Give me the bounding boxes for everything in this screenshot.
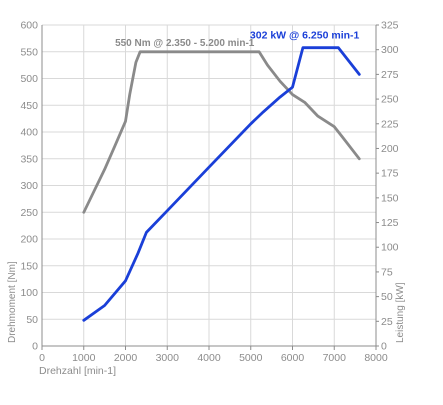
y-left-tick-label: 450 (20, 100, 38, 112)
x-tick-label: 4000 (197, 352, 221, 364)
y-left-tick-label: 300 (20, 180, 38, 192)
x-tick-label: 5000 (239, 352, 263, 364)
y-right-tick-label: 325 (381, 20, 399, 32)
y-left-tick-label: 100 (20, 287, 38, 299)
x-axis-title: Drehzahl [min-1] (39, 365, 116, 377)
y-left-tick-label: 50 (26, 314, 38, 326)
y-right-tick-label: 125 (381, 217, 399, 229)
x-tick-label: 1000 (72, 352, 96, 364)
x-tick-label: 7000 (323, 352, 347, 364)
y-right-tick-label: 175 (381, 168, 399, 180)
x-tick-label: 2000 (114, 352, 138, 364)
y-right-tick-label: 75 (381, 266, 393, 278)
axes (42, 25, 379, 350)
x-tick-label: 3000 (156, 352, 180, 364)
power-peak-annotation: 302 kW @ 6.250 min-1 (250, 30, 360, 42)
y-right-tick-label: 0 (381, 341, 387, 353)
y-left-tick-label: 200 (20, 234, 38, 246)
grid (42, 25, 376, 346)
y-left-tick-label: 550 (20, 46, 38, 58)
y-right-axis-title: Leistung [kW] (395, 282, 406, 343)
x-tick-label: 6000 (281, 352, 305, 364)
x-tick-label: 8000 (364, 352, 388, 364)
y-left-tick-label: 350 (20, 153, 38, 165)
x-tick-label: 0 (39, 352, 45, 364)
y-right-tick-label: 250 (381, 94, 399, 106)
y-right-tick-label: 50 (381, 291, 393, 303)
y-left-tick-label: 0 (32, 341, 38, 353)
y-right-tick-label: 200 (381, 143, 399, 155)
y-left-tick-label: 600 (20, 20, 38, 32)
y-right-tick-label: 225 (381, 118, 399, 130)
y-left-tick-label: 500 (20, 73, 38, 85)
y-right-tick-label: 25 (381, 316, 393, 328)
y-left-tick-label: 150 (20, 260, 38, 272)
y-right-tick-label: 100 (381, 242, 399, 254)
y-left-tick-label: 400 (20, 127, 38, 139)
y-right-tick-label: 300 (381, 44, 399, 56)
y-right-tick-label: 275 (381, 69, 399, 81)
torque-peak-annotation: 550 Nm @ 2.350 - 5.200 min-1 (115, 38, 255, 49)
y-right-tick-label: 150 (381, 192, 399, 204)
y-left-axis-title: Drehmoment [Nm] (7, 261, 18, 343)
y-left-tick-label: 250 (20, 207, 38, 219)
